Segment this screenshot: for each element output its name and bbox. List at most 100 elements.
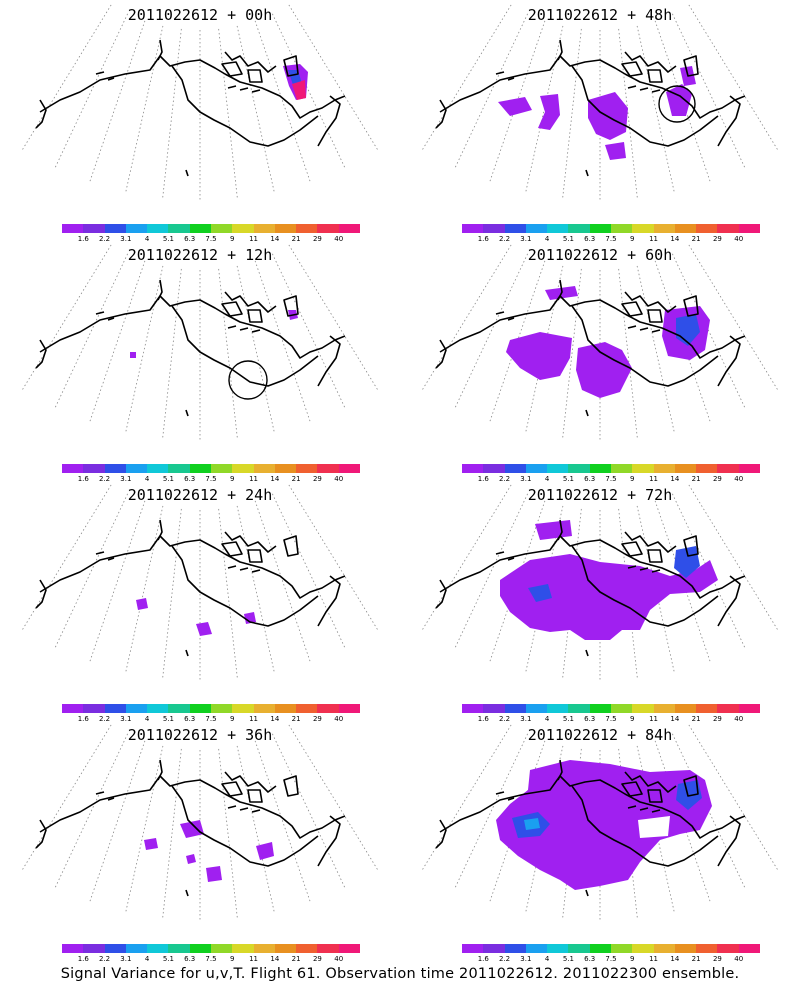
colorbar-tick-label: 21 xyxy=(291,235,301,243)
colorbar-tick-label: 40 xyxy=(334,235,344,243)
colorbar-swatch xyxy=(274,464,297,473)
colorbar-swatch xyxy=(253,704,275,713)
colorbar-tick-label: 1.6 xyxy=(477,475,489,483)
colorbar-swatch xyxy=(738,224,760,233)
colorbar-swatch xyxy=(610,464,633,473)
colorbar-swatch xyxy=(483,464,505,473)
colorbar-tick-label: 11 xyxy=(249,475,259,483)
colorbar-tick-label: 40 xyxy=(334,715,344,723)
colorbar-tick-label: 9 xyxy=(230,235,235,243)
colorbar-swatch xyxy=(568,704,590,713)
colorbar-swatch xyxy=(210,704,233,713)
colorbar-swatch xyxy=(717,464,739,473)
colorbar-tick-label: 11 xyxy=(649,715,659,723)
colorbar-swatch xyxy=(525,224,548,233)
map-graphic xyxy=(421,484,779,680)
colorbar-tick-label: 14 xyxy=(670,475,680,483)
colorbar-swatch xyxy=(253,944,275,953)
colorbar-swatch xyxy=(696,704,718,713)
colorbar-tick-label: 29 xyxy=(712,955,722,963)
colorbar-tick-label: 11 xyxy=(249,955,259,963)
map-graphic xyxy=(21,244,379,440)
colorbar-swatch xyxy=(674,224,697,233)
colorbar-swatch xyxy=(338,224,360,233)
colorbar xyxy=(62,464,360,473)
colorbar-tick-label: 2.2 xyxy=(498,955,511,963)
colorbar-swatch xyxy=(125,704,148,713)
colorbar-tick-label: 5.1 xyxy=(162,955,174,963)
colorbar-swatch xyxy=(210,224,233,233)
colorbar-swatch xyxy=(696,944,718,953)
colorbar-swatch xyxy=(232,944,254,953)
colorbar-swatch xyxy=(610,944,633,953)
map-panel-48h: 2011022612 + 48h 1.6 2.2 3.1 4 5.1 6.3 7.5 9 11 1… xyxy=(400,0,800,243)
colorbar-swatch xyxy=(610,224,633,233)
colorbar-swatch xyxy=(674,704,697,713)
map-panel-12h: 2011022612 + 12h 1.6 2.2 3.1 4 5.1 6.3 7.5 9 11 1… xyxy=(0,240,400,483)
colorbar-tick-label: 3.1 xyxy=(520,235,532,243)
colorbar-swatch xyxy=(62,704,84,713)
colorbar-swatch xyxy=(338,944,360,953)
colorbar-tick-label: 7.5 xyxy=(605,955,617,963)
colorbar-tick-label: 7.5 xyxy=(605,715,617,723)
colorbar-swatch xyxy=(632,224,654,233)
colorbar-tick-label: 21 xyxy=(291,715,301,723)
figure-caption: Signal Variance for u,v,T. Flight 61. Ob… xyxy=(60,966,740,982)
colorbar-tick-label: 14 xyxy=(270,715,280,723)
colorbar-labels: 1.6 2.2 3.1 4 5.1 6.3 7.5 9 11 14 21 29 40 xyxy=(452,715,772,725)
colorbar-swatch xyxy=(674,944,697,953)
colorbar-tick-label: 1.6 xyxy=(77,715,89,723)
colorbar-swatch xyxy=(483,224,505,233)
colorbar-swatch xyxy=(62,944,84,953)
colorbar-swatch xyxy=(296,464,318,473)
colorbar-swatch xyxy=(189,944,211,953)
map-graphic xyxy=(421,244,779,440)
colorbar-tick-label: 6.3 xyxy=(184,235,196,243)
colorbar-tick-label: 1.6 xyxy=(477,235,489,243)
colorbar-tick-label: 21 xyxy=(691,955,701,963)
colorbar-swatch xyxy=(147,224,169,233)
colorbar-swatch xyxy=(210,944,233,953)
colorbar-swatch xyxy=(547,464,569,473)
colorbar-tick-label: 5.1 xyxy=(162,235,174,243)
colorbar-swatch xyxy=(125,224,148,233)
colorbar-swatch xyxy=(568,944,590,953)
colorbar-tick-label: 11 xyxy=(649,475,659,483)
colorbar-swatch xyxy=(610,704,633,713)
colorbar-tick-label: 5.1 xyxy=(562,475,574,483)
map-panel-60h: 2011022612 + 60h 1.6 2.2 3.1 4 5.1 6.3 7.5 9 11 1… xyxy=(400,240,800,483)
colorbar-tick-label: 40 xyxy=(734,715,744,723)
colorbar-tick-label: 1.6 xyxy=(77,955,89,963)
colorbar-tick-label: 6.3 xyxy=(584,235,596,243)
colorbar-swatch xyxy=(525,944,548,953)
colorbar-swatch xyxy=(674,464,697,473)
colorbar-tick-label: 5.1 xyxy=(562,715,574,723)
colorbar-tick-label: 4 xyxy=(144,715,150,723)
colorbar-tick-label: 6.3 xyxy=(184,475,196,483)
colorbar-tick-label: 14 xyxy=(270,955,280,963)
colorbar-swatch xyxy=(317,944,339,953)
colorbar-labels: 1.6 2.2 3.1 4 5.1 6.3 7.5 9 11 14 21 29 40 xyxy=(52,715,372,725)
colorbar-tick-label: 9 xyxy=(230,955,235,963)
colorbar-tick-label: 9 xyxy=(630,235,635,243)
colorbar-swatch xyxy=(168,464,190,473)
map-panel-00h: 2011022612 + 00h 1.6 2.2 3.1 4 5.1 6.3 7.5 9 11 1… xyxy=(0,0,400,243)
colorbar-swatch xyxy=(653,224,675,233)
colorbar-tick-label: 4 xyxy=(544,715,550,723)
colorbar-tick-label: 3.1 xyxy=(520,955,532,963)
colorbar-tick-label: 29 xyxy=(712,235,722,243)
colorbar-tick-label: 7.5 xyxy=(205,235,217,243)
colorbar-tick-label: 2.2 xyxy=(98,955,111,963)
colorbar-tick-label: 21 xyxy=(291,475,301,483)
colorbar-tick-label: 29 xyxy=(312,475,322,483)
colorbar-swatch xyxy=(83,464,105,473)
colorbar-tick-label: 3.1 xyxy=(120,475,132,483)
colorbar-tick-label: 21 xyxy=(691,475,701,483)
colorbar-swatch xyxy=(525,704,548,713)
map-graphic xyxy=(21,724,379,920)
colorbar-tick-label: 14 xyxy=(270,475,280,483)
colorbar-swatch xyxy=(483,704,505,713)
map-panel-24h: 2011022612 + 24h 1.6 2.2 3.1 4 5.1 6.3 7.5 9 11 1… xyxy=(0,480,400,723)
colorbar-swatch xyxy=(696,464,718,473)
panel-title: 2011022612 + 84h xyxy=(527,726,673,744)
